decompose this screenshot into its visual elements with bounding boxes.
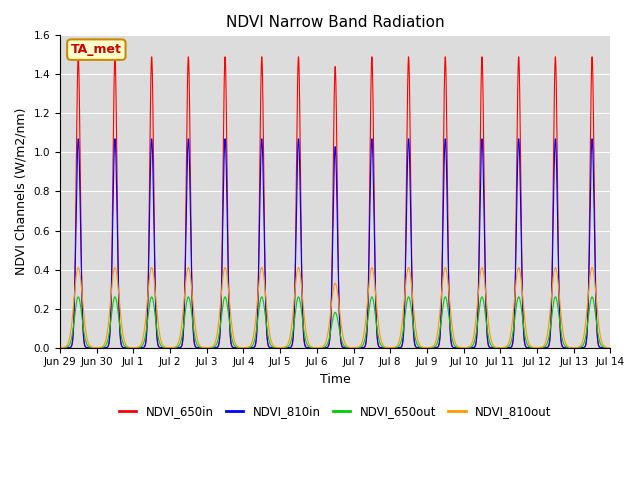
NDVI_810in [255,238,263,243]
NDVI_650out [258,294,266,300]
NDVI_650out [493,345,501,350]
NDVI_650in [255,213,263,219]
NDVI_650out [382,345,390,350]
NDVI_650out [255,305,263,311]
Y-axis label: NDVI Channels (W/m2/nm): NDVI Channels (W/m2/nm) [15,108,28,275]
NDVI_810in [56,345,64,350]
NDVI_650out [406,297,413,302]
NDVI_810in [464,345,472,350]
NDVI_810out [84,338,92,344]
NDVI_650out [607,345,614,350]
Title: NDVI Narrow Band Radiation: NDVI Narrow Band Radiation [226,15,445,30]
NDVI_650out [84,343,92,348]
Line: NDVI_810out: NDVI_810out [60,267,611,348]
NDVI_650in [493,345,501,350]
NDVI_810in [607,345,614,350]
NDVI_810out [607,345,614,350]
NDVI_810out [382,344,390,350]
NDVI_650in [607,345,614,350]
Legend: NDVI_650in, NDVI_810in, NDVI_650out, NDVI_810out: NDVI_650in, NDVI_810in, NDVI_650out, NDV… [114,400,556,423]
NDVI_650in [406,99,413,105]
NDVI_650in [464,345,472,350]
NDVI_810in [382,345,390,350]
NDVI_810out [493,345,501,350]
NDVI_650in [84,345,92,350]
NDVI_650in [56,345,64,350]
Line: NDVI_650in: NDVI_650in [60,57,611,348]
NDVI_810in [493,345,501,350]
NDVI_650in [382,345,390,350]
NDVI_650out [464,345,472,350]
Text: TA_met: TA_met [71,43,122,56]
NDVI_810in [406,163,413,169]
NDVI_650out [56,345,64,350]
NDVI_810in [84,345,92,350]
NDVI_810in [258,136,266,142]
NDVI_810out [56,345,64,350]
NDVI_810out [255,278,263,284]
NDVI_810out [406,268,413,274]
NDVI_810out [464,344,472,350]
X-axis label: Time: Time [320,373,351,386]
Line: NDVI_810in: NDVI_810in [60,139,611,348]
Line: NDVI_650out: NDVI_650out [60,297,611,348]
NDVI_810out [258,264,266,270]
NDVI_650in [258,54,266,60]
